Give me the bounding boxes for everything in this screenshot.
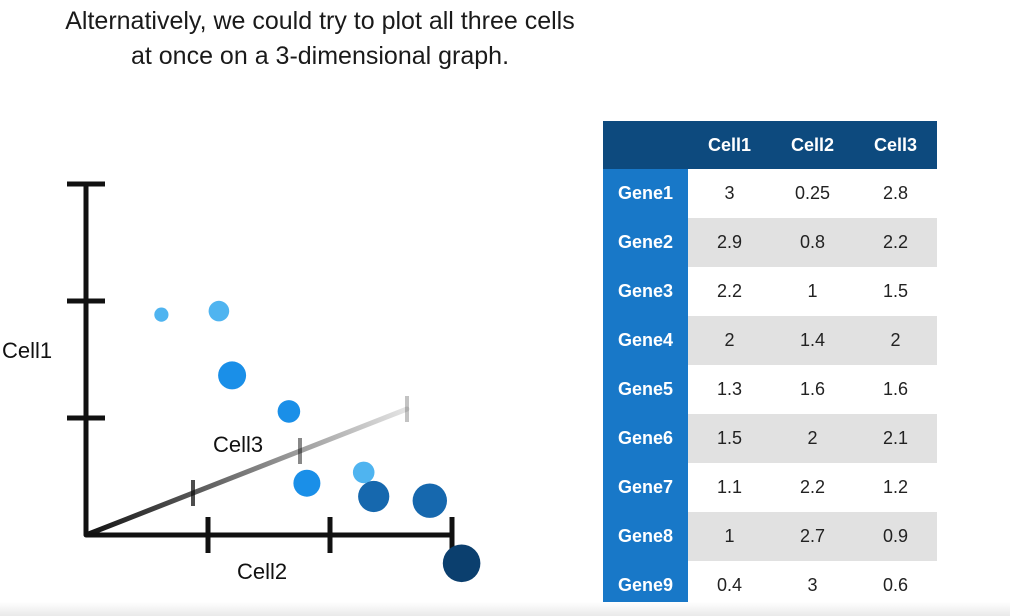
table-cell: 0.25: [771, 169, 854, 218]
table-row: Gene8 1 2.7 0.9: [603, 512, 937, 561]
table-row: Gene3 2.2 1 1.5: [603, 267, 937, 316]
table-cell: 2.7: [771, 512, 854, 561]
table-cell: 0.8: [771, 218, 854, 267]
table-cell: 2.9: [688, 218, 771, 267]
cell3-axis-line: [83, 406, 410, 538]
column-header: Cell3: [854, 121, 937, 169]
table-row: Gene4 2 1.4 2: [603, 316, 937, 365]
data-point-gene8: [412, 483, 447, 518]
table-cell: 1: [688, 512, 771, 561]
table-cell: 2.1: [854, 414, 937, 463]
cell1-axis-label: Cell1: [2, 338, 52, 363]
table-cell: 2.2: [854, 218, 937, 267]
table-cell: 1.5: [854, 267, 937, 316]
table-cell: 3: [688, 169, 771, 218]
table-row: Gene6 1.5 2 2.1: [603, 414, 937, 463]
gene-label: Gene5: [603, 365, 688, 414]
table-cell: 2.8: [854, 169, 937, 218]
gene-label: Gene2: [603, 218, 688, 267]
table-cell: 2: [854, 316, 937, 365]
table-cell: 1.1: [688, 463, 771, 512]
table-row: Gene5 1.3 1.6 1.6: [603, 365, 937, 414]
table-cell: 1: [771, 267, 854, 316]
cell2-axis-label: Cell2: [237, 559, 287, 584]
bottom-shadow: [0, 602, 1010, 616]
table-header-row: Cell1 Cell2 Cell3: [603, 121, 937, 169]
table-cell: 1.3: [688, 365, 771, 414]
table-row: Gene2 2.9 0.8 2.2: [603, 218, 937, 267]
gene-label: Gene4: [603, 316, 688, 365]
table-cell: 0.6: [854, 561, 937, 610]
slide-caption: Alternatively, we could try to plot all …: [0, 4, 640, 74]
cell3-axis-label: Cell3: [213, 432, 263, 457]
table-cell: 1.2: [854, 463, 937, 512]
table-corner-cell: [603, 121, 688, 169]
table-cell: 3: [771, 561, 854, 610]
table-cell: 2: [771, 414, 854, 463]
table-row: Gene7 1.1 2.2 1.2: [603, 463, 937, 512]
data-point-gene4: [277, 400, 301, 423]
data-point-gene9: [442, 544, 481, 583]
gene-label: Gene1: [603, 169, 688, 218]
table-row: Gene1 3 0.25 2.8: [603, 169, 937, 218]
gene-label: Gene7: [603, 463, 688, 512]
gene-label: Gene6: [603, 414, 688, 463]
table-cell: 0.4: [688, 561, 771, 610]
column-header: Cell1: [688, 121, 771, 169]
table-cell: 2.2: [688, 267, 771, 316]
column-header: Cell2: [771, 121, 854, 169]
table-row: Gene9 0.4 3 0.6: [603, 561, 937, 610]
gene-label: Gene9: [603, 561, 688, 610]
data-point-gene3: [218, 361, 247, 390]
gene-label: Gene8: [603, 512, 688, 561]
3d-scatter-plot: Cell1 Cell2 Cell3: [2, 181, 481, 584]
data-point-gene6: [352, 461, 375, 484]
table-cell: 1.4: [771, 316, 854, 365]
caption-line-2: at once on a 3-dimensional graph.: [130, 42, 510, 70]
caption-line-1: Alternatively, we could try to plot all …: [65, 7, 575, 35]
table-cell: 1.6: [771, 365, 854, 414]
gene-expression-table: Cell1 Cell2 Cell3 Gene1 3 0.25 2.8 Gene2 2.9 0…: [603, 121, 937, 610]
gene-label: Gene3: [603, 267, 688, 316]
table-cell: 1.6: [854, 365, 937, 414]
data-point-gene2: [208, 300, 230, 322]
table-cell: 0.9: [854, 512, 937, 561]
table-cell: 1.5: [688, 414, 771, 463]
table-cell: 2.2: [771, 463, 854, 512]
data-point-gene1: [154, 307, 169, 322]
data-point-gene5: [293, 469, 321, 497]
data-point-gene7: [358, 480, 390, 513]
table-cell: 2: [688, 316, 771, 365]
